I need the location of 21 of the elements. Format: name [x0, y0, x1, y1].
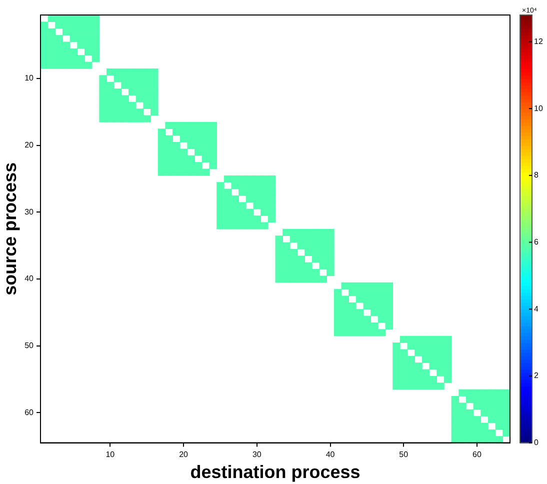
color-bar-label: 0 [534, 438, 539, 448]
color-bar-label: 12 [534, 36, 544, 46]
x-tick-label: 40 [326, 450, 336, 459]
x-tick-label: 10 [106, 450, 116, 459]
color-bar-label: 4 [534, 304, 539, 314]
y-axis-title: source process [0, 162, 20, 296]
color-bar-label: 2 [534, 371, 539, 380]
y-tick-label: 50 [24, 341, 34, 350]
x-tick-label: 60 [472, 450, 482, 459]
color-bar-label: 6 [534, 237, 539, 246]
y-tick-label: 60 [24, 408, 34, 417]
y-tick-label: 30 [24, 207, 34, 216]
y-tick-label: 10 [24, 74, 34, 83]
color-bar-label: 8 [534, 170, 539, 180]
y-tick-label: 20 [24, 140, 34, 150]
x-tick-label: 50 [399, 450, 409, 459]
x-tick-label: 20 [179, 450, 189, 459]
y-tick-label: 40 [24, 274, 34, 284]
x-tick-label: 30 [252, 450, 262, 459]
x-axis-title: destination process [190, 462, 360, 482]
color-bar-label: 10 [534, 104, 544, 113]
